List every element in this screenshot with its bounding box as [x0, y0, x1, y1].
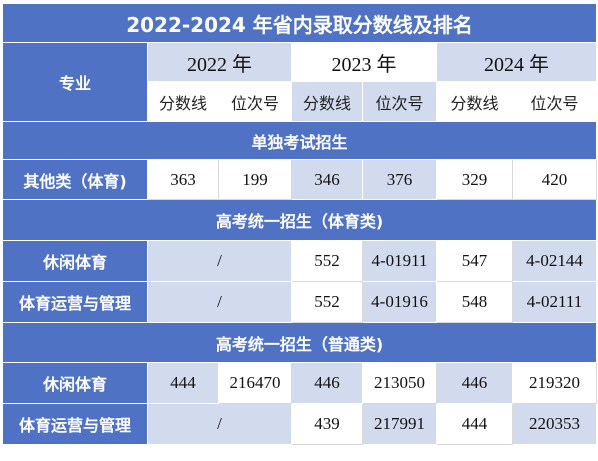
rank-2023: 4-01916	[362, 281, 437, 323]
year-header-2023: 2023 年	[291, 42, 437, 82]
sub-header-rank-2023: 位次号	[362, 81, 437, 122]
score-2024: 547	[436, 240, 513, 282]
rank-2023: 217991	[362, 403, 437, 445]
major-name: 体育运营与管理	[2, 281, 148, 323]
sub-header-score-2022: 分数线	[147, 81, 219, 122]
score-2023: 439	[291, 403, 363, 445]
rank-2024: 219320	[512, 362, 597, 404]
score-2024: 329	[436, 159, 513, 200]
rank-2022: 216470	[218, 362, 292, 404]
sub-header-score-2023: 分数线	[291, 81, 363, 122]
section-title-independent: 单独考试招生	[2, 121, 597, 160]
score-2022: 444	[147, 362, 219, 404]
rank-2024: 420	[512, 159, 597, 200]
major-header: 专业	[2, 42, 148, 122]
score-2024: 444	[436, 403, 513, 445]
major-name: 体育运营与管理	[2, 403, 148, 445]
table-row: 休闲体育 444 216470 446 213050 446 219320	[2, 362, 597, 404]
table-row: 体育运营与管理 / 552 4-01916 548 4-02111	[2, 281, 597, 323]
table-row: 其他类（体育) 363 199 346 376 329 420	[2, 159, 597, 200]
score-2024: 446	[436, 362, 513, 404]
major-name: 休闲体育	[2, 362, 148, 404]
year-header-2022: 2022 年	[147, 42, 292, 82]
score-2023: 552	[291, 240, 363, 282]
rank-2022: 199	[218, 159, 292, 200]
section-title-sports-category: 高考统一招生（体育类)	[2, 199, 597, 241]
score-2023: 552	[291, 281, 363, 323]
not-available-2022: /	[147, 240, 292, 282]
sub-header-rank-2024: 位次号	[512, 81, 597, 122]
rank-2023: 213050	[362, 362, 437, 404]
rank-2023: 4-01911	[362, 240, 437, 282]
rank-2024: 4-02144	[512, 240, 597, 282]
not-available-2022: /	[147, 403, 292, 445]
score-2023: 446	[291, 362, 363, 404]
admission-score-table: 2022-2024 年省内录取分数线及排名 专业 2022 年 2023 年 2…	[2, 3, 597, 445]
not-available-2022: /	[147, 281, 292, 323]
sub-header-score-2024: 分数线	[436, 81, 513, 122]
table-title: 2022-2024 年省内录取分数线及排名	[2, 3, 597, 43]
major-name: 休闲体育	[2, 240, 148, 282]
year-header-2024: 2024 年	[436, 42, 597, 82]
rank-2024: 220353	[512, 403, 597, 445]
admission-table-container: 2022-2024 年省内录取分数线及排名 专业 2022 年 2023 年 2…	[2, 3, 597, 445]
section-title-general-category: 高考统一招生（普通类)	[2, 322, 597, 363]
sub-header-rank-2022: 位次号	[218, 81, 292, 122]
table-row: 休闲体育 / 552 4-01911 547 4-02144	[2, 240, 597, 282]
score-2022: 363	[147, 159, 219, 200]
score-2023: 346	[291, 159, 363, 200]
score-2024: 548	[436, 281, 513, 323]
major-name: 其他类（体育)	[2, 159, 148, 200]
rank-2024: 4-02111	[512, 281, 597, 323]
rank-2023: 376	[362, 159, 437, 200]
table-row: 体育运营与管理 / 439 217991 444 220353	[2, 403, 597, 445]
